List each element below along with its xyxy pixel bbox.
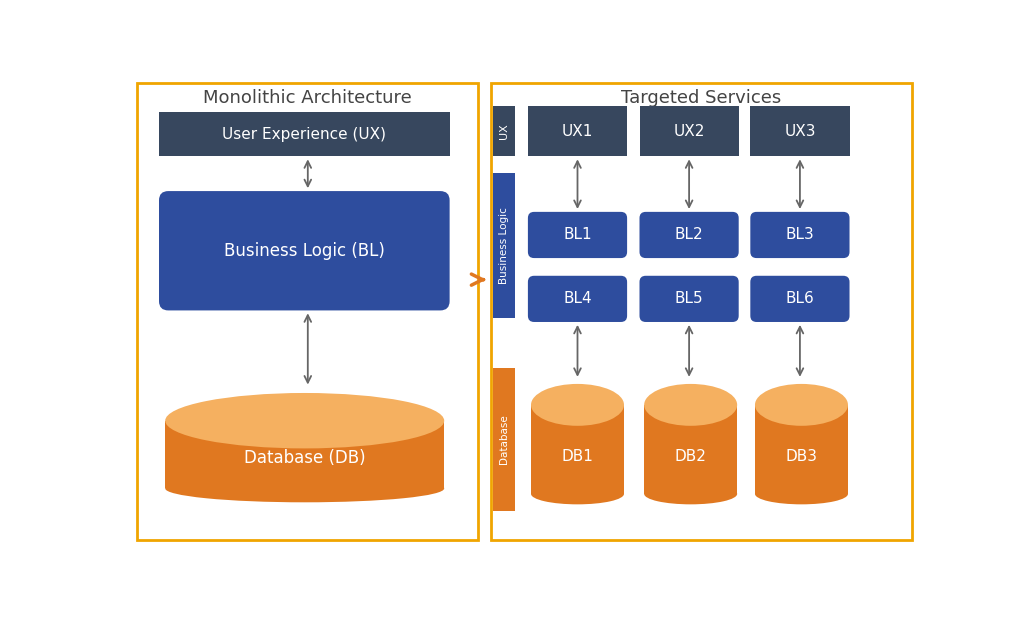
Ellipse shape <box>644 483 737 504</box>
Bar <box>531 405 624 494</box>
Text: UX3: UX3 <box>784 124 816 139</box>
Bar <box>490 83 912 540</box>
Text: Monolithic Architecture: Monolithic Architecture <box>204 89 413 107</box>
Ellipse shape <box>165 474 444 502</box>
Ellipse shape <box>644 384 737 426</box>
Text: User Experience (UX): User Experience (UX) <box>222 126 386 141</box>
Text: BL4: BL4 <box>563 291 592 307</box>
Bar <box>640 106 738 157</box>
Text: UX1: UX1 <box>562 124 593 139</box>
Ellipse shape <box>755 483 848 504</box>
Bar <box>493 173 515 318</box>
Text: Targeted Services: Targeted Services <box>622 89 781 107</box>
Text: Business Logic (BL): Business Logic (BL) <box>224 242 385 260</box>
Text: Business Logic: Business Logic <box>499 207 509 284</box>
FancyBboxPatch shape <box>751 276 850 322</box>
Bar <box>165 421 444 489</box>
Text: UX2: UX2 <box>674 124 705 139</box>
Text: BL5: BL5 <box>675 291 703 307</box>
Ellipse shape <box>755 384 848 426</box>
FancyBboxPatch shape <box>528 276 627 322</box>
Text: Database (DB): Database (DB) <box>244 449 366 467</box>
Text: BL2: BL2 <box>675 228 703 242</box>
FancyBboxPatch shape <box>159 191 450 310</box>
Text: Database: Database <box>499 415 509 464</box>
Bar <box>137 83 478 540</box>
Ellipse shape <box>531 483 624 504</box>
Text: BL3: BL3 <box>785 228 814 242</box>
Bar <box>493 106 515 157</box>
FancyBboxPatch shape <box>640 276 738 322</box>
Bar <box>493 368 515 511</box>
Text: DB1: DB1 <box>561 449 594 464</box>
Bar <box>751 106 850 157</box>
Bar <box>755 405 848 494</box>
Bar <box>528 106 627 157</box>
Ellipse shape <box>531 384 624 426</box>
Text: BL6: BL6 <box>785 291 814 307</box>
Bar <box>644 405 737 494</box>
FancyBboxPatch shape <box>751 212 850 258</box>
Text: DB2: DB2 <box>675 449 707 464</box>
Ellipse shape <box>165 393 444 449</box>
FancyBboxPatch shape <box>528 212 627 258</box>
Text: BL1: BL1 <box>563 228 592 242</box>
Text: DB3: DB3 <box>785 449 817 464</box>
Bar <box>159 112 450 157</box>
FancyBboxPatch shape <box>640 212 738 258</box>
Text: UX: UX <box>499 123 509 139</box>
